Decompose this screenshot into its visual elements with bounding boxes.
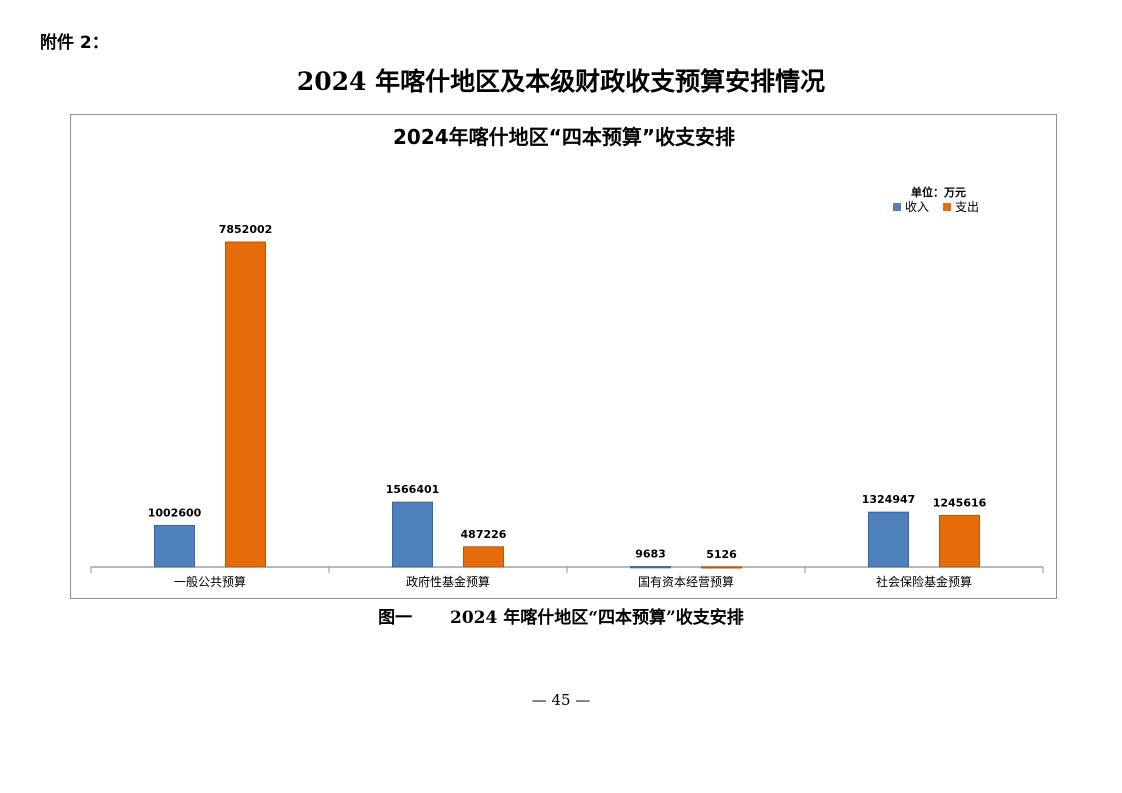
data-label-expenditure: 487226	[461, 528, 507, 541]
bar-income	[392, 501, 433, 568]
bar-income	[630, 566, 671, 569]
unit-label: 单位：万元	[911, 185, 966, 199]
bar-income	[154, 525, 195, 568]
x-tick-label: 社会保险基金预算	[876, 574, 972, 589]
data-label-income: 1324947	[862, 493, 916, 506]
chart-title: 2024年喀什地区“四本预算”收支安排	[393, 125, 735, 149]
bar-expenditure	[463, 546, 504, 568]
data-label-expenditure: 7852002	[219, 223, 273, 236]
figure-caption: 图一 2024 年喀什地区“四本预算”收支安排	[0, 603, 1122, 628]
bar-chart: 2024年喀什地区“四本预算”收支安排 单位：万元 收入 支出 1002600 7…	[90, 125, 1044, 589]
x-tick-label: 国有资本经营预算	[638, 574, 734, 589]
attachment-label: 附件 2：	[40, 33, 109, 53]
data-label-income: 1002600	[148, 507, 202, 520]
x-tick-label: 一般公共预算	[174, 574, 246, 589]
data-label-expenditure: 1245616	[933, 496, 987, 509]
legend-swatch-expenditure	[943, 203, 951, 211]
bar-expenditure	[701, 566, 742, 569]
data-label-income: 9683	[635, 548, 666, 561]
legend-label-expenditure: 支出	[955, 200, 979, 214]
bar-expenditure	[939, 514, 980, 568]
bar-expenditure	[225, 241, 266, 568]
figure-caption-text: 2024 年喀什地区“四本预算”收支安排	[450, 608, 744, 628]
figure-number: 图一	[378, 608, 413, 628]
data-label-expenditure: 5126	[706, 548, 737, 561]
bar-income	[868, 511, 909, 568]
chart-frame: 2024年喀什地区“四本预算”收支安排 单位：万元 收入 支出 1002600 7…	[70, 114, 1057, 599]
page-number: — 45 —	[531, 691, 591, 709]
legend: 收入 支出	[893, 200, 979, 214]
legend-swatch-income	[893, 203, 901, 211]
x-tick-label: 政府性基金预算	[406, 574, 490, 589]
data-label-income: 1566401	[386, 483, 440, 496]
document-title: 2024 年喀什地区及本级财政收支预算安排情况	[296, 67, 826, 96]
legend-label-income: 收入	[905, 200, 929, 214]
plot-area: 1002600 7852002 一般公共预算 1566401 487226 政府性基金预算…	[90, 223, 1044, 589]
